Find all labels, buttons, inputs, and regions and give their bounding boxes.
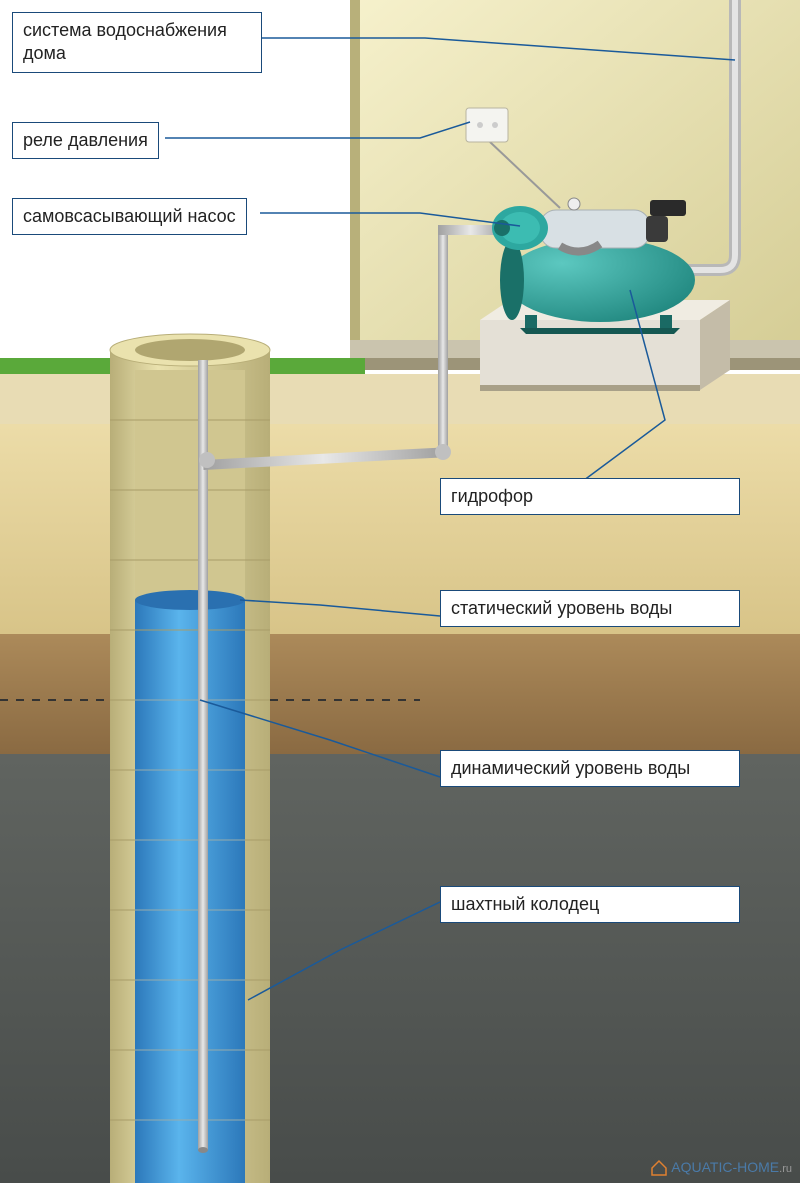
label-text: реле давления	[23, 130, 148, 150]
watermark-text: AQUATIC-HOME	[671, 1159, 779, 1175]
label-text: самовсасывающий насос	[23, 206, 236, 226]
label-text: динамический уровень воды	[451, 758, 690, 778]
label-text: гидрофор	[451, 486, 533, 506]
label-text: система водоснабжения дома	[23, 20, 227, 63]
label-water-supply: система водоснабжения дома	[12, 12, 262, 73]
label-hydrophor: гидрофор	[440, 478, 740, 515]
label-text: шахтный колодец	[451, 894, 599, 914]
water-well-diagram: система водоснабжения дома реле давления…	[0, 0, 800, 1183]
watermark: AQUATIC-HOME.ru	[650, 1159, 792, 1177]
label-text: статический уровень воды	[451, 598, 672, 618]
label-self-priming-pump: самовсасывающий насос	[12, 198, 247, 235]
label-dynamic-level: динамический уровень воды	[440, 750, 740, 787]
label-pressure-relay: реле давления	[12, 122, 159, 159]
watermark-suffix: .ru	[779, 1163, 792, 1175]
house-icon	[650, 1159, 668, 1177]
pressure-relay	[466, 108, 508, 142]
label-shaft-well: шахтный колодец	[440, 886, 740, 923]
label-static-level: статический уровень воды	[440, 590, 740, 627]
